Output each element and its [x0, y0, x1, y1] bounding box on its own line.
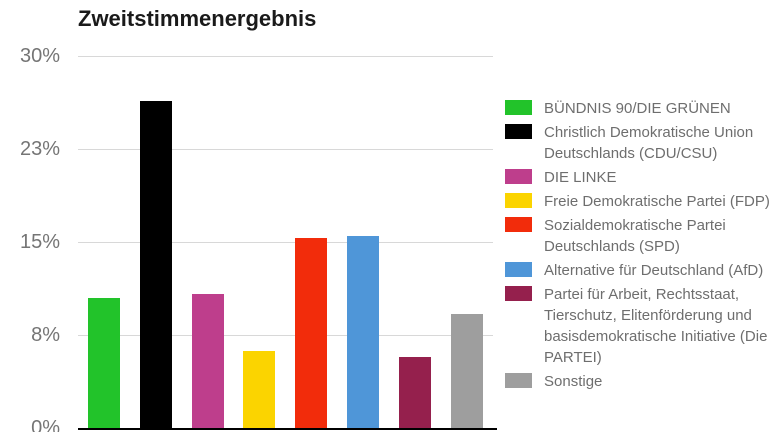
legend-swatch-cdu-csu — [505, 124, 532, 139]
legend-label-cdu-csu: Christlich Demokratische Union Deutschla… — [544, 124, 754, 162]
legend-item-afd[interactable]: Alternative für Deutschland (AfD) — [505, 260, 782, 281]
gridline-23 — [78, 149, 493, 150]
legend-label-linke: DIE LINKE — [544, 169, 617, 186]
legend-swatch-spd — [505, 217, 532, 232]
bar-fdp[interactable] — [243, 351, 275, 428]
gridline-8 — [78, 335, 493, 336]
ytick-label-23: 23% — [19, 138, 60, 160]
legend-item-die-partei[interactable]: Partei für Arbeit, Rechtsstaat, Tierschu… — [505, 284, 782, 368]
legend-item-linke[interactable]: DIE LINKE — [505, 167, 782, 188]
legend-swatch-die-partei — [505, 286, 532, 301]
legend-swatch-fdp — [505, 193, 532, 208]
chart-title: Zweitstimmenergebnis — [78, 6, 317, 31]
gridline-15 — [78, 242, 493, 243]
bar-sonstige[interactable] — [451, 314, 483, 428]
legend-label-spd: Sozialdemokratische Partei Deutschlands … — [544, 217, 726, 255]
legend-swatch-sonstige — [505, 373, 532, 388]
ytick-label-15: 15% — [19, 231, 60, 253]
legend-label-die-partei: Partei für Arbeit, Rechtsstaat, Tierschu… — [544, 286, 768, 366]
x-axis-line — [78, 428, 497, 430]
legend-label-gruene: BÜNDNIS 90/DIE GRÜNEN — [544, 100, 731, 117]
legend-item-cdu-csu[interactable]: Christlich Demokratische Union Deutschla… — [505, 122, 782, 164]
legend-item-spd[interactable]: Sozialdemokratische Partei Deutschlands … — [505, 215, 782, 257]
plot-area: 0% 8% 15% 23% 30% — [19, 45, 497, 439]
bottom-crop-mask — [0, 432, 782, 446]
legend-swatch-gruene — [505, 100, 532, 115]
legend-label-afd: Alternative für Deutschland (AfD) — [544, 262, 764, 279]
bar-linke[interactable] — [192, 294, 224, 428]
legend-item-fdp[interactable]: Freie Demokratische Partei (FDP) — [505, 191, 782, 212]
bar-gruene[interactable] — [88, 298, 120, 428]
legend-label-sonstige: Sonstige — [544, 373, 603, 390]
gridline-30 — [78, 56, 493, 57]
ytick-label-30: 30% — [19, 45, 60, 67]
legend-swatch-linke — [505, 169, 532, 184]
legend-swatch-afd — [505, 262, 532, 277]
bar-afd[interactable] — [347, 236, 379, 428]
legend-item-sonstige[interactable]: Sonstige — [505, 371, 782, 392]
bar-cdu-csu[interactable] — [140, 101, 172, 428]
legend-item-gruene[interactable]: BÜNDNIS 90/DIE GRÜNEN — [505, 98, 782, 119]
legend-label-fdp: Freie Demokratische Partei (FDP) — [544, 193, 770, 210]
legend: BÜNDNIS 90/DIE GRÜNEN Christlich Demokra… — [505, 98, 782, 395]
ytick-label-8: 8% — [31, 324, 60, 346]
bar-spd[interactable] — [295, 238, 327, 428]
bar-die-partei[interactable] — [399, 357, 431, 428]
